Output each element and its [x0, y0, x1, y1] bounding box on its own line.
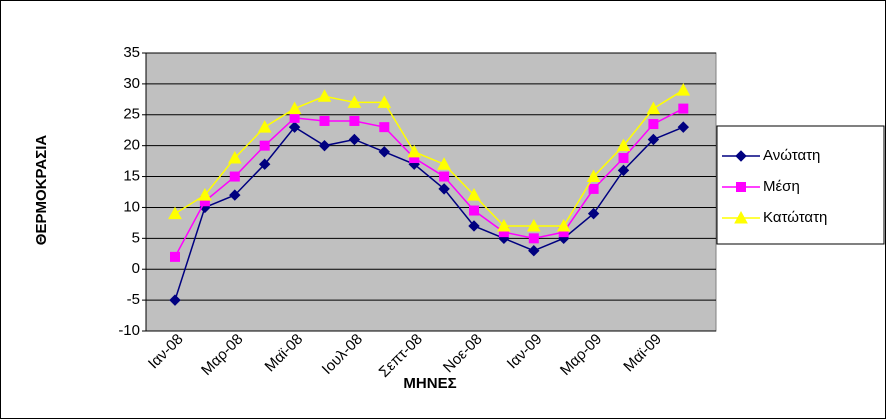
point — [259, 140, 270, 151]
y-tick-label: 5 — [132, 229, 140, 246]
point — [198, 188, 212, 201]
point — [349, 115, 360, 126]
y-tick-label: 15 — [123, 168, 140, 185]
point — [229, 171, 240, 182]
point — [618, 153, 629, 164]
y-tick-label: 20 — [123, 137, 140, 154]
series-line — [174, 107, 684, 258]
point — [170, 251, 180, 262]
point — [437, 157, 451, 170]
point — [497, 218, 511, 232]
point — [289, 112, 300, 123]
y-axis-label: ΘΕΡΜΟΚΡΑΣΙΑ — [33, 135, 50, 246]
y-tick-label: -10 — [118, 322, 140, 339]
y-tick-label: 35 — [123, 44, 140, 61]
point — [377, 95, 392, 108]
point — [677, 121, 690, 133]
point — [678, 103, 689, 114]
point — [646, 101, 661, 115]
point — [379, 122, 390, 133]
point — [288, 121, 301, 133]
point — [407, 144, 422, 158]
point — [318, 139, 331, 152]
point — [227, 150, 242, 164]
point — [616, 138, 631, 152]
point — [468, 220, 480, 232]
point — [617, 164, 630, 177]
point — [736, 182, 746, 192]
point — [648, 119, 659, 130]
legend-label: Μέση — [763, 178, 800, 195]
y-tick-label: -5 — [127, 291, 140, 308]
point — [676, 83, 691, 96]
point — [438, 183, 450, 195]
legend-label: Κατώτατη — [763, 209, 827, 226]
point — [258, 158, 271, 170]
point — [319, 115, 330, 126]
point — [378, 146, 391, 158]
point — [317, 89, 332, 102]
point — [734, 210, 748, 224]
point — [467, 188, 481, 201]
point — [588, 183, 599, 194]
point — [439, 171, 450, 182]
y-tick-label: 25 — [123, 106, 140, 123]
point — [556, 218, 571, 232]
y-tick-label: 0 — [132, 260, 140, 277]
point — [735, 150, 747, 162]
point — [528, 244, 540, 257]
plot-area — [145, 52, 717, 332]
point — [348, 133, 361, 146]
point — [528, 233, 539, 244]
point — [587, 207, 600, 220]
y-tick-label: 10 — [123, 198, 140, 215]
point — [229, 189, 241, 201]
point — [257, 120, 272, 133]
point — [647, 133, 660, 146]
point — [169, 294, 181, 306]
point — [526, 218, 541, 232]
point — [586, 169, 601, 183]
series-line — [174, 126, 684, 301]
point — [469, 205, 479, 216]
point — [287, 101, 302, 115]
legend-label: Ανώτατη — [763, 147, 820, 164]
y-tick-label: 30 — [123, 75, 140, 92]
point — [168, 206, 182, 220]
x-axis-label: ΜΗΝΕΣ — [403, 375, 456, 392]
point — [347, 95, 362, 108]
